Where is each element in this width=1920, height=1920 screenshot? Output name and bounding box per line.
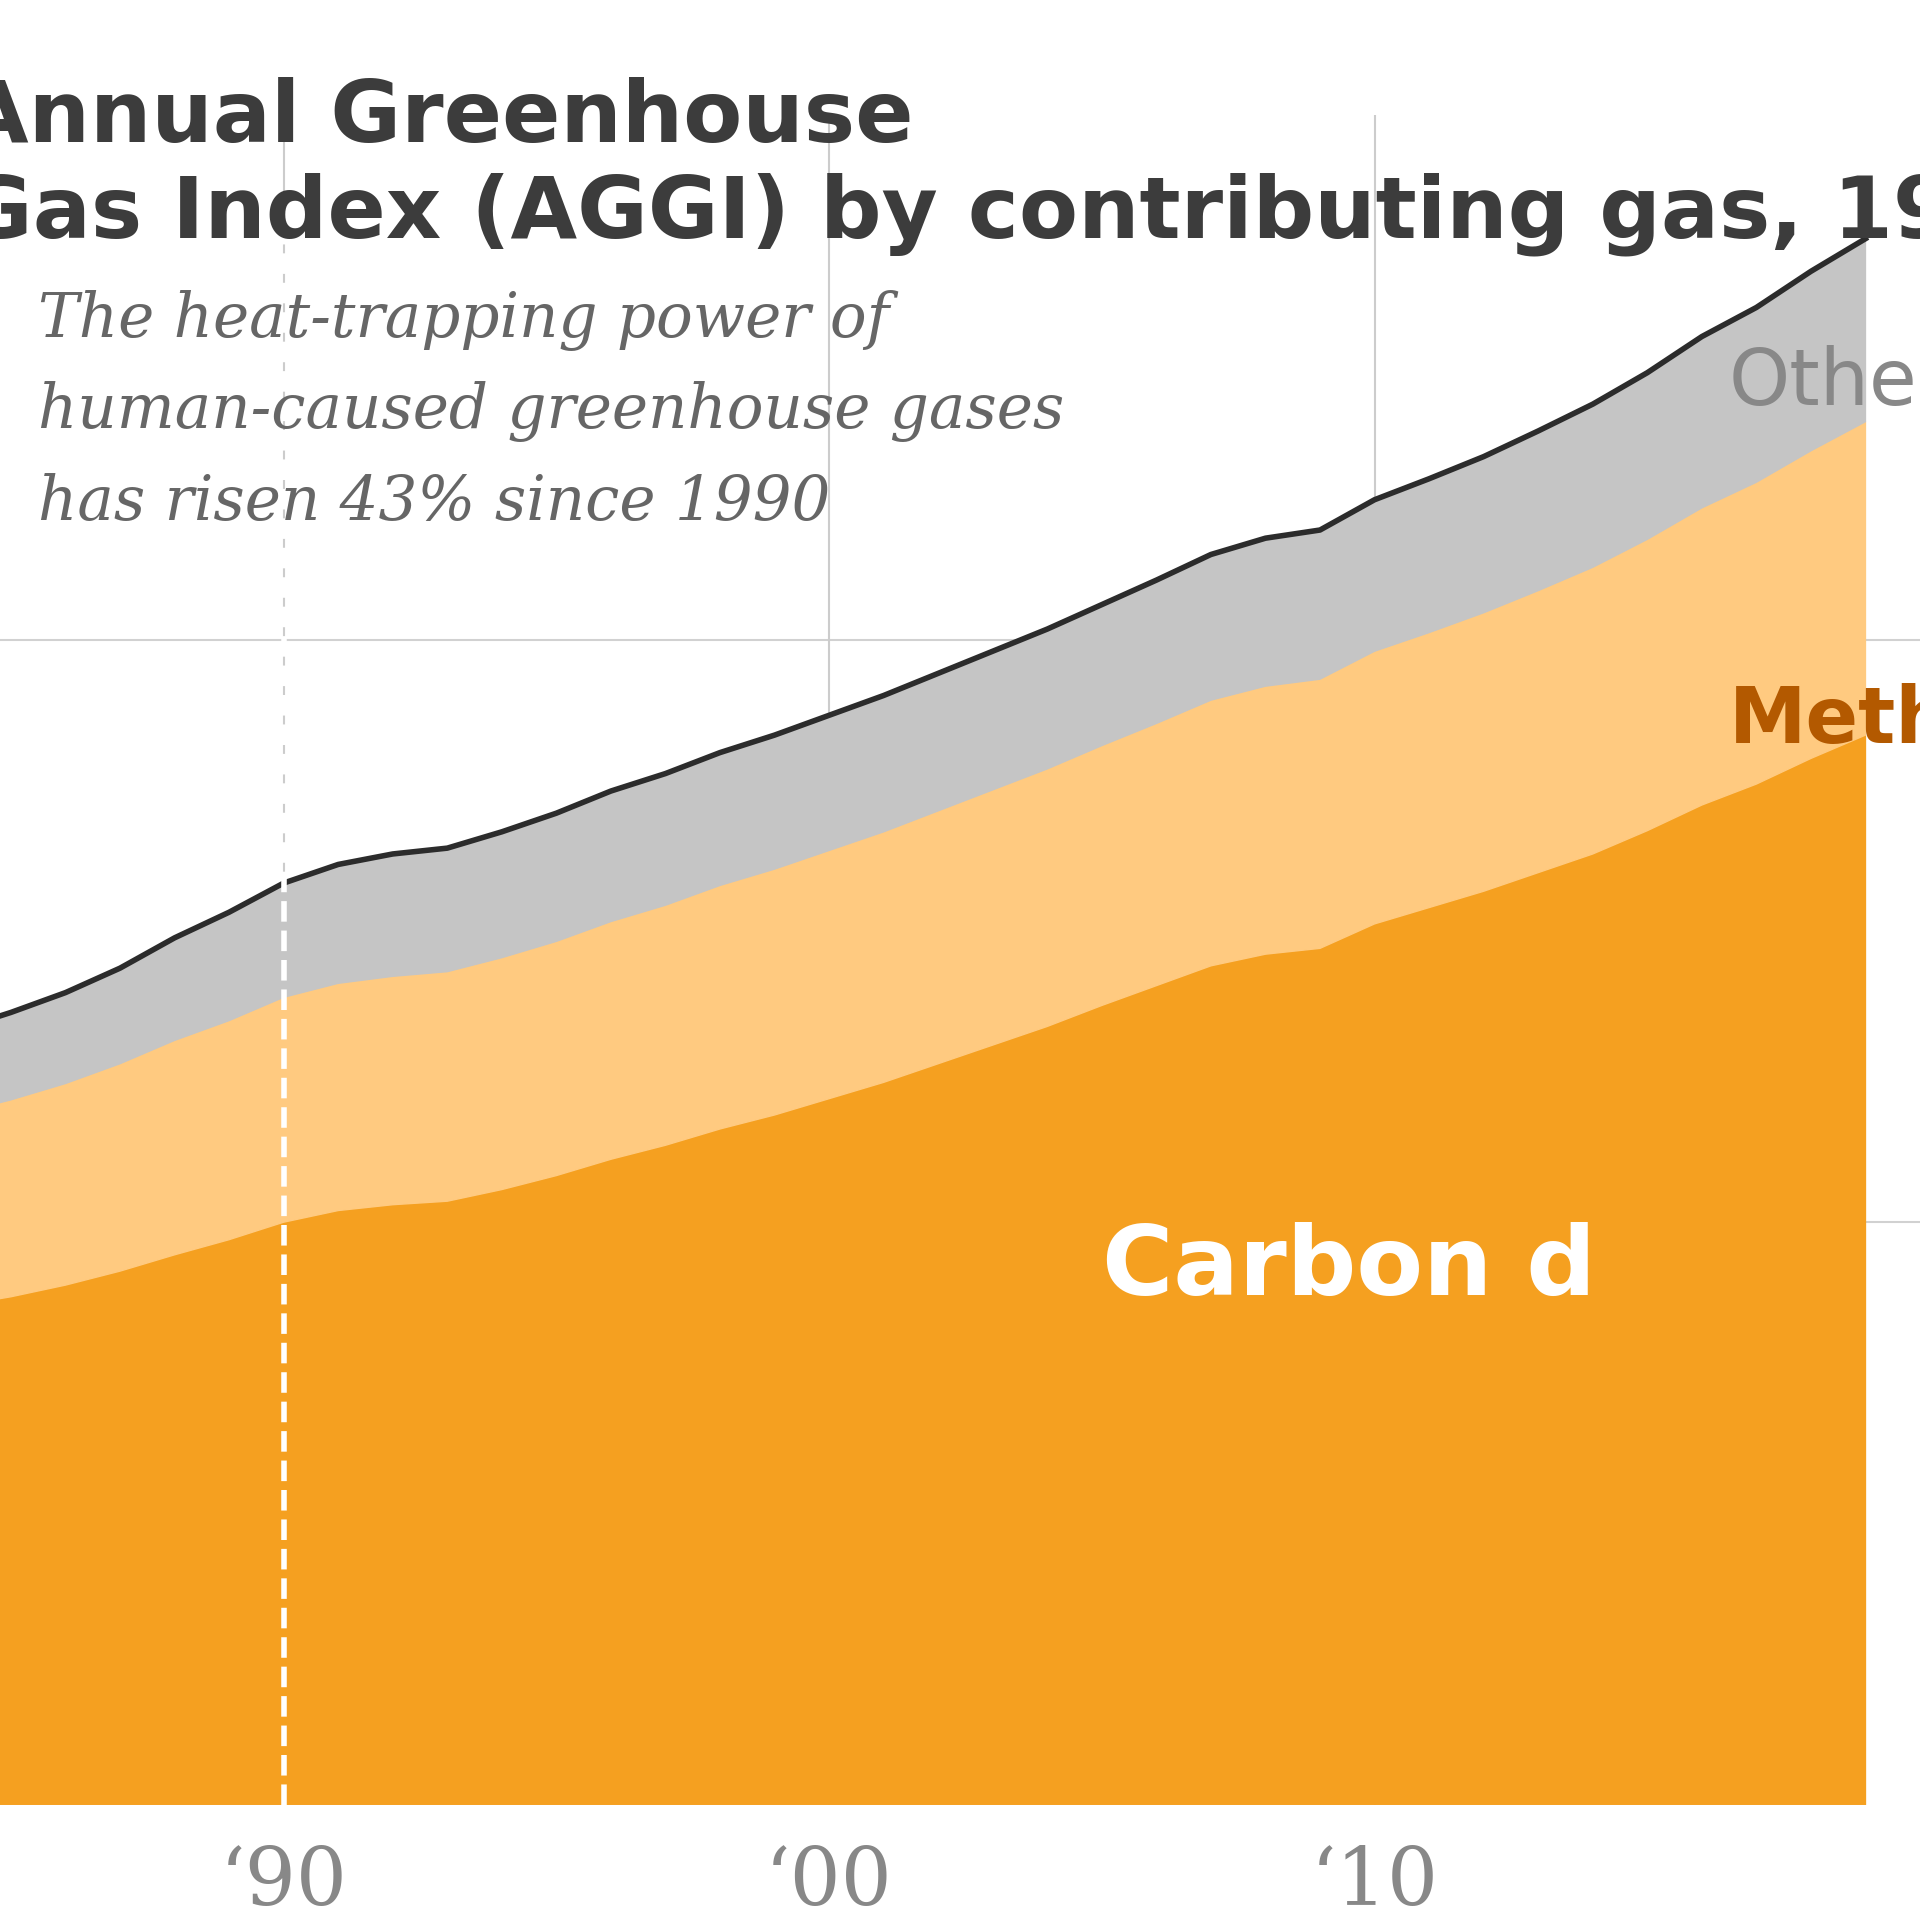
Text: The heat-trapping power of
human-caused greenhouse gases
has risen 43% since 199: The heat-trapping power of human-caused … — [38, 290, 1064, 534]
Text: Annual Greenhouse
Gas Index (AGGI) by contributing gas, 1979 to 1990: Annual Greenhouse Gas Index (AGGI) by co… — [0, 77, 1920, 255]
Text: Carbon d: Carbon d — [1102, 1223, 1596, 1315]
Text: Other: Other — [1730, 346, 1920, 420]
Text: Methane: Methane — [1730, 684, 1920, 758]
